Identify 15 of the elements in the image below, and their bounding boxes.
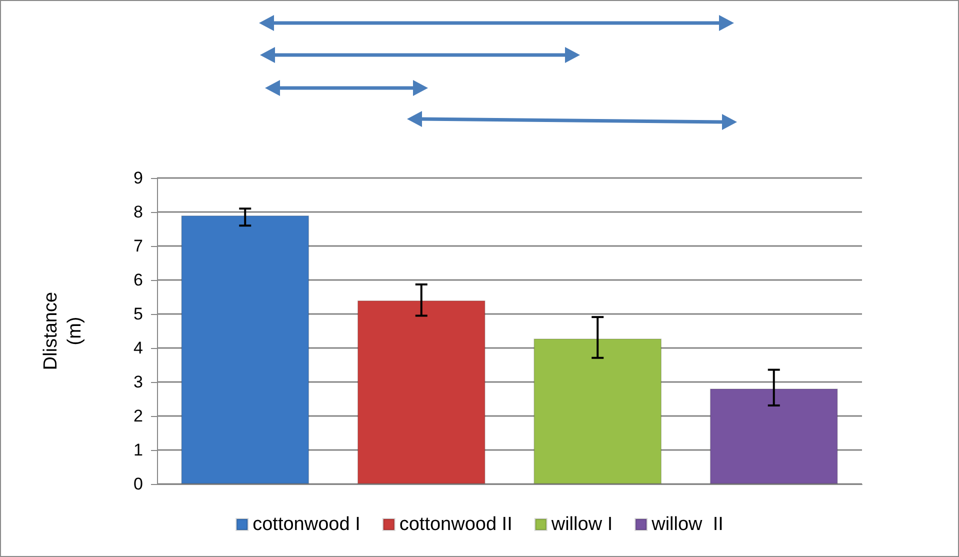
y-tick-label: 7: [134, 236, 143, 256]
legend-label: willow I: [550, 514, 613, 535]
y-tick-label: 5: [134, 304, 143, 324]
y-tick-label: 4: [134, 338, 143, 358]
y-axis-title: Dlistance (m): [40, 292, 86, 370]
y-tick-label: 3: [134, 372, 143, 392]
y-tick-label: 1: [134, 440, 143, 460]
legend-label: cottonwood II: [399, 514, 512, 535]
legend-label: cottonwood I: [252, 514, 360, 535]
y-tick-label: 2: [134, 406, 143, 426]
legend-label: willow II: [650, 514, 724, 535]
y-tick-label: 0: [134, 474, 143, 494]
y-tick-label: 9: [134, 168, 143, 188]
y-tick-label: 8: [134, 202, 143, 222]
y-tick-label: 6: [134, 270, 143, 290]
